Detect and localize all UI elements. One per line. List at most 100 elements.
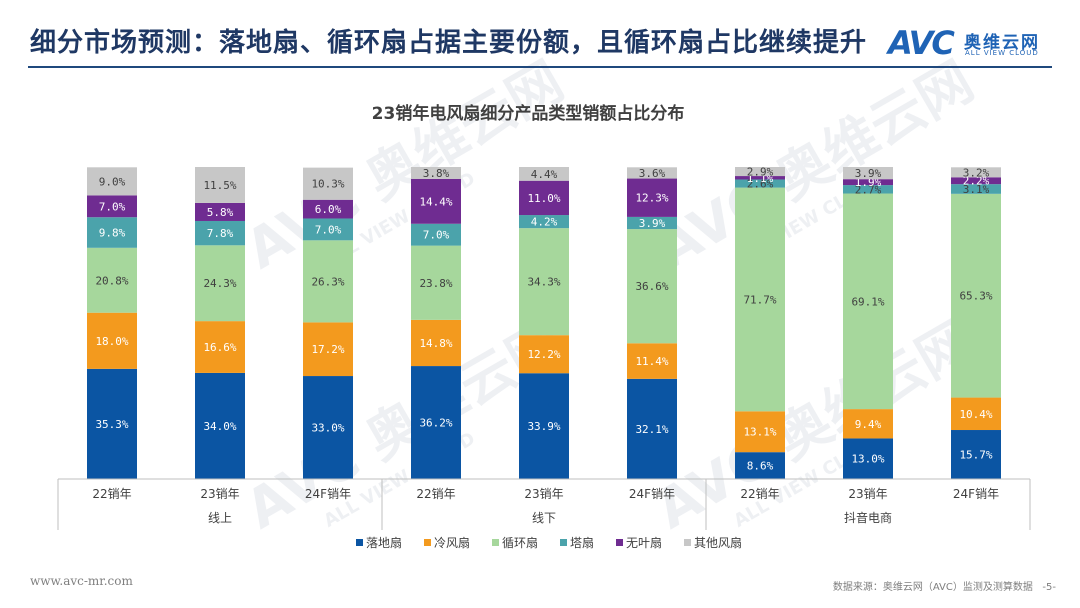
bar-segment (195, 167, 245, 203)
bar-segment (519, 180, 569, 216)
bar-segment (843, 185, 893, 194)
bar-segment (87, 217, 137, 248)
data-label: 3.9% (639, 217, 666, 230)
data-label: 71.7% (743, 293, 776, 306)
bar-segment (303, 322, 353, 377)
bar-segment (843, 167, 893, 180)
bar-segment (843, 409, 893, 439)
bar-segment (735, 187, 785, 412)
data-label: 3.2% (963, 166, 990, 179)
bar-segment (519, 373, 569, 479)
bar-segment (303, 218, 353, 241)
data-label: 12.3% (635, 192, 668, 205)
bar-segment (951, 193, 1001, 398)
data-label: 12.2% (527, 348, 560, 361)
data-label: 16.6% (203, 341, 236, 354)
bar-segment (627, 216, 677, 230)
bar-segment (87, 368, 137, 479)
bar-segment (627, 343, 677, 379)
bar-segment (303, 199, 353, 219)
data-label: 7.0% (423, 229, 450, 242)
bar-segment (951, 167, 1001, 178)
website-link[interactable]: www.avc-mr.com (30, 574, 133, 588)
bar-segment (87, 312, 137, 369)
data-source-note: 数据来源：奥维云网（AVC）监测及测算数据 -5- (833, 578, 1056, 593)
bar-segment (411, 167, 461, 179)
x-tick-label: 22销年 (740, 487, 779, 501)
bar-segment (303, 167, 353, 200)
data-label: 14.8% (419, 337, 452, 350)
data-label: 8.6% (747, 460, 774, 473)
group-label: 线下 (532, 511, 556, 525)
data-label: 3.6% (639, 167, 666, 180)
bar-segment (735, 179, 785, 188)
bar-segment (843, 438, 893, 479)
data-label: 2.7% (855, 183, 882, 196)
data-label: 3.1% (963, 183, 990, 196)
bar-segment (195, 372, 245, 479)
x-tick-label: 23销年 (200, 487, 239, 501)
x-tick-label: 24F销年 (305, 487, 351, 501)
data-label: 10.4% (959, 408, 992, 421)
logo-cn-text: 奥维云网 (964, 33, 1040, 53)
data-label: 2.9% (747, 166, 774, 179)
bar-segment (87, 195, 137, 218)
bar-segment (951, 430, 1001, 479)
bar-segment (735, 176, 785, 180)
legend-swatch (684, 539, 691, 546)
legend-label: 落地扇 (366, 535, 402, 550)
bar-segment (411, 319, 461, 367)
data-label: 9.4% (855, 418, 882, 431)
data-label: 36.2% (419, 417, 452, 430)
legend-swatch (616, 539, 623, 546)
bar-segment (735, 411, 785, 453)
data-label: 13.1% (743, 426, 776, 439)
x-tick-label: 23销年 (524, 487, 563, 501)
data-label: 24.3% (203, 277, 236, 290)
page-title: 细分市场预测：落地扇、循环扇占据主要份额，且循环扇占比继续提升 (30, 28, 868, 58)
bar-segment (411, 366, 461, 479)
bar-segment (627, 178, 677, 217)
page-number: -5- (1042, 582, 1056, 593)
bar-segment (411, 178, 461, 224)
data-label: 4.4% (531, 168, 558, 181)
legend-swatch (560, 539, 567, 546)
bar-segment (627, 167, 677, 179)
bar-segment (519, 167, 569, 181)
legend-label: 塔扇 (570, 535, 594, 550)
legend-swatch (424, 539, 431, 546)
bar-segment (195, 220, 245, 246)
source-text: 数据来源：奥维云网（AVC）监测及测算数据 (832, 582, 1033, 593)
x-tick-label: 23销年 (848, 487, 887, 501)
bar-segment (843, 193, 893, 410)
data-label: 15.7% (959, 449, 992, 462)
data-label: 33.9% (527, 420, 560, 433)
data-label: 69.1% (851, 295, 884, 308)
chart-title: 23销年电风扇细分产品类型销额占比分布 (372, 103, 685, 124)
legend-label: 冷风扇 (434, 535, 470, 550)
x-tick-label: 22销年 (416, 487, 455, 501)
bar-segment (87, 167, 137, 196)
data-label: 4.2% (531, 216, 558, 229)
bar-segment (951, 397, 1001, 431)
data-label: 5.8% (207, 206, 234, 219)
bar-segment (303, 376, 353, 479)
data-label: 7.0% (99, 200, 126, 213)
bar-segment (519, 215, 569, 229)
data-label: 35.3% (95, 418, 128, 431)
bar-segment (195, 202, 245, 221)
data-label: 7.8% (207, 227, 234, 240)
data-label: 65.3% (959, 290, 992, 303)
group-label: 线上 (208, 511, 232, 525)
data-label: 32.1% (635, 423, 668, 436)
bar-segment (951, 184, 1001, 194)
data-label: 2.2% (963, 175, 990, 188)
bar-segment (843, 179, 893, 186)
bar-segment (627, 229, 677, 344)
data-label: 11.4% (635, 355, 668, 368)
data-label: 23.8% (419, 277, 452, 290)
data-label: 14.4% (419, 195, 452, 208)
group-label: 抖音电商 (844, 510, 892, 525)
legend-label: 其他风扇 (694, 535, 742, 550)
